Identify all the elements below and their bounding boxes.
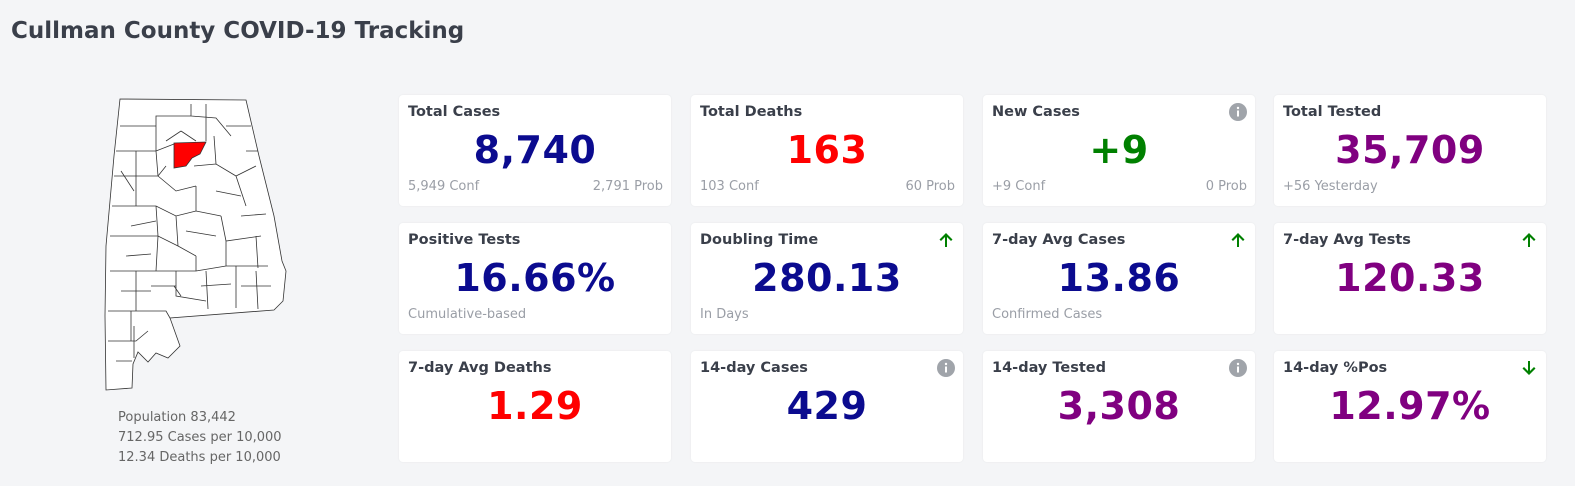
card-sub-left: 5,949 Conf	[408, 179, 480, 194]
card-label: Positive Tests	[408, 232, 521, 248]
card-14day-pos: 14-day %Pos 12.97%	[1274, 351, 1546, 462]
alabama-map-icon	[104, 98, 287, 391]
card-sub-left: Cumulative-based	[408, 307, 527, 322]
card-label: 14-day Tested	[992, 360, 1106, 376]
arrow-down-icon	[1522, 361, 1536, 375]
card-value: 163	[786, 128, 868, 172]
card-value: +9	[1089, 128, 1149, 172]
population-stats: Population 83,442 712.95 Cases per 10,00…	[118, 408, 282, 468]
card-label: Total Deaths	[700, 104, 803, 120]
card-total-tested: Total Tested 35,709 +56 Yesterday	[1274, 95, 1546, 206]
card-sub-left: +56 Yesterday	[1283, 179, 1378, 194]
cullman-county	[173, 141, 207, 169]
card-sub-right: 2,791 Prob	[592, 179, 663, 194]
card-label: 7-day Avg Tests	[1283, 232, 1411, 248]
population-text: Population 83,442	[118, 410, 236, 425]
card-sub-left: 103 Conf	[700, 179, 759, 194]
card-label: 7-day Avg Cases	[992, 232, 1126, 248]
card-sub-left: In Days	[700, 307, 749, 322]
card-label: New Cases	[992, 104, 1080, 120]
card-value: 429	[786, 384, 868, 428]
card-value: 13.86	[1057, 256, 1181, 300]
cases-per-10k-text: 712.95 Cases per 10,000	[118, 430, 282, 445]
card-label: 14-day %Pos	[1283, 360, 1388, 376]
state-outline	[104, 98, 287, 391]
county-lines	[108, 104, 271, 362]
card-value: 1.29	[487, 384, 583, 428]
card-value: 280.13	[752, 256, 902, 300]
county-map[interactable]	[96, 96, 296, 396]
card-14day-cases: 14-day Cases 429	[691, 351, 963, 462]
card-sub-right: 0 Prob	[1205, 179, 1247, 194]
card-7day-avg-tests: 7-day Avg Tests 120.33	[1274, 223, 1546, 334]
card-total-cases: Total Cases 8,740 5,949 Conf 2,791 Prob	[399, 95, 671, 206]
card-14day-tested: 14-day Tested 3,308	[983, 351, 1255, 462]
card-total-deaths: Total Deaths 163 103 Conf 60 Prob	[691, 95, 963, 206]
info-icon[interactable]	[1229, 103, 1247, 121]
card-label: 7-day Avg Deaths	[408, 360, 552, 376]
card-sub-right: 60 Prob	[905, 179, 955, 194]
card-label: Total Cases	[408, 104, 501, 120]
card-label: Doubling Time	[700, 232, 819, 248]
arrow-up-icon	[1231, 233, 1245, 247]
page-title: Cullman County COVID-19 Tracking	[11, 18, 465, 44]
card-label: 14-day Cases	[700, 360, 808, 376]
info-icon[interactable]	[1229, 359, 1247, 377]
arrow-up-icon	[1522, 233, 1536, 247]
card-doubling-time: Doubling Time 280.13 In Days	[691, 223, 963, 334]
card-value: 120.33	[1335, 256, 1485, 300]
card-label: Total Tested	[1283, 104, 1382, 120]
card-value: 8,740	[473, 128, 597, 172]
card-7day-avg-deaths: 7-day Avg Deaths 1.29	[399, 351, 671, 462]
card-positive-tests: Positive Tests 16.66% Cumulative-based	[399, 223, 671, 334]
card-sub-left: Confirmed Cases	[992, 307, 1103, 322]
card-value: 3,308	[1057, 384, 1181, 428]
card-value: 12.97%	[1329, 384, 1491, 428]
card-value: 16.66%	[454, 256, 616, 300]
card-new-cases: New Cases +9 +9 Conf 0 Prob	[983, 95, 1255, 206]
card-7day-avg-cases: 7-day Avg Cases 13.86 Confirmed Cases	[983, 223, 1255, 334]
info-icon[interactable]	[937, 359, 955, 377]
card-value: 35,709	[1335, 128, 1485, 172]
deaths-per-10k-text: 12.34 Deaths per 10,000	[118, 450, 281, 465]
card-sub-left: +9 Conf	[992, 179, 1046, 194]
arrow-up-icon	[939, 233, 953, 247]
